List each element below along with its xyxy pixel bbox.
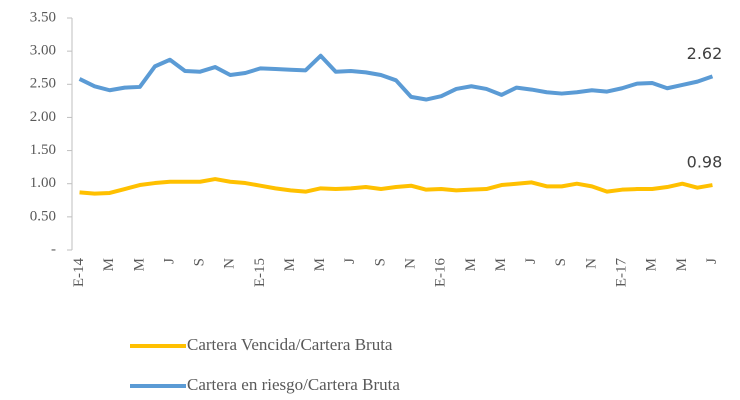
- x-tick-label: M: [312, 258, 328, 271]
- y-tick-label: 1.50: [30, 142, 56, 158]
- series-line: [78, 53, 714, 102]
- x-tick-label: M: [131, 258, 147, 271]
- legend-label: Cartera en riesgo/Cartera Bruta: [187, 375, 400, 394]
- legend-label: Cartera Vencida/Cartera Bruta: [187, 335, 393, 354]
- x-tick-label: E-14: [71, 258, 87, 288]
- x-tick-label: J: [704, 258, 720, 264]
- y-tick-label: 3.00: [30, 43, 56, 59]
- x-tick-label: M: [463, 258, 479, 271]
- series-line: [79, 177, 713, 196]
- y-tick-label: 2.50: [30, 76, 56, 92]
- x-tick-label: N: [583, 258, 599, 269]
- x-tick-label: M: [644, 258, 660, 271]
- data-label: 0.98: [687, 153, 723, 172]
- x-tick-label: J: [161, 258, 177, 264]
- x-tick-label: E-16: [433, 258, 449, 288]
- y-tick-label: 0.50: [30, 208, 56, 224]
- x-tick-label: M: [101, 258, 117, 271]
- x-tick-label: N: [403, 258, 419, 269]
- x-tick-label: J: [523, 258, 539, 264]
- x-tick-label: S: [372, 258, 388, 266]
- x-tick-label: S: [192, 258, 208, 266]
- x-tick-label: M: [493, 258, 509, 271]
- x-tick-label: S: [553, 258, 569, 266]
- x-tick-label: E-17: [613, 258, 629, 288]
- y-tick-label: 2.00: [30, 109, 56, 125]
- x-tick-label: E-15: [252, 258, 268, 287]
- x-tick-label: N: [222, 258, 238, 269]
- y-tick-label: -: [51, 241, 56, 257]
- x-tick-label: J: [342, 258, 358, 264]
- x-tick-label: M: [282, 258, 298, 271]
- data-label: 2.62: [687, 44, 723, 63]
- y-tick-label: 1.00: [30, 175, 56, 191]
- x-tick-label: M: [674, 258, 690, 271]
- y-tick-label: 3.50: [30, 9, 56, 25]
